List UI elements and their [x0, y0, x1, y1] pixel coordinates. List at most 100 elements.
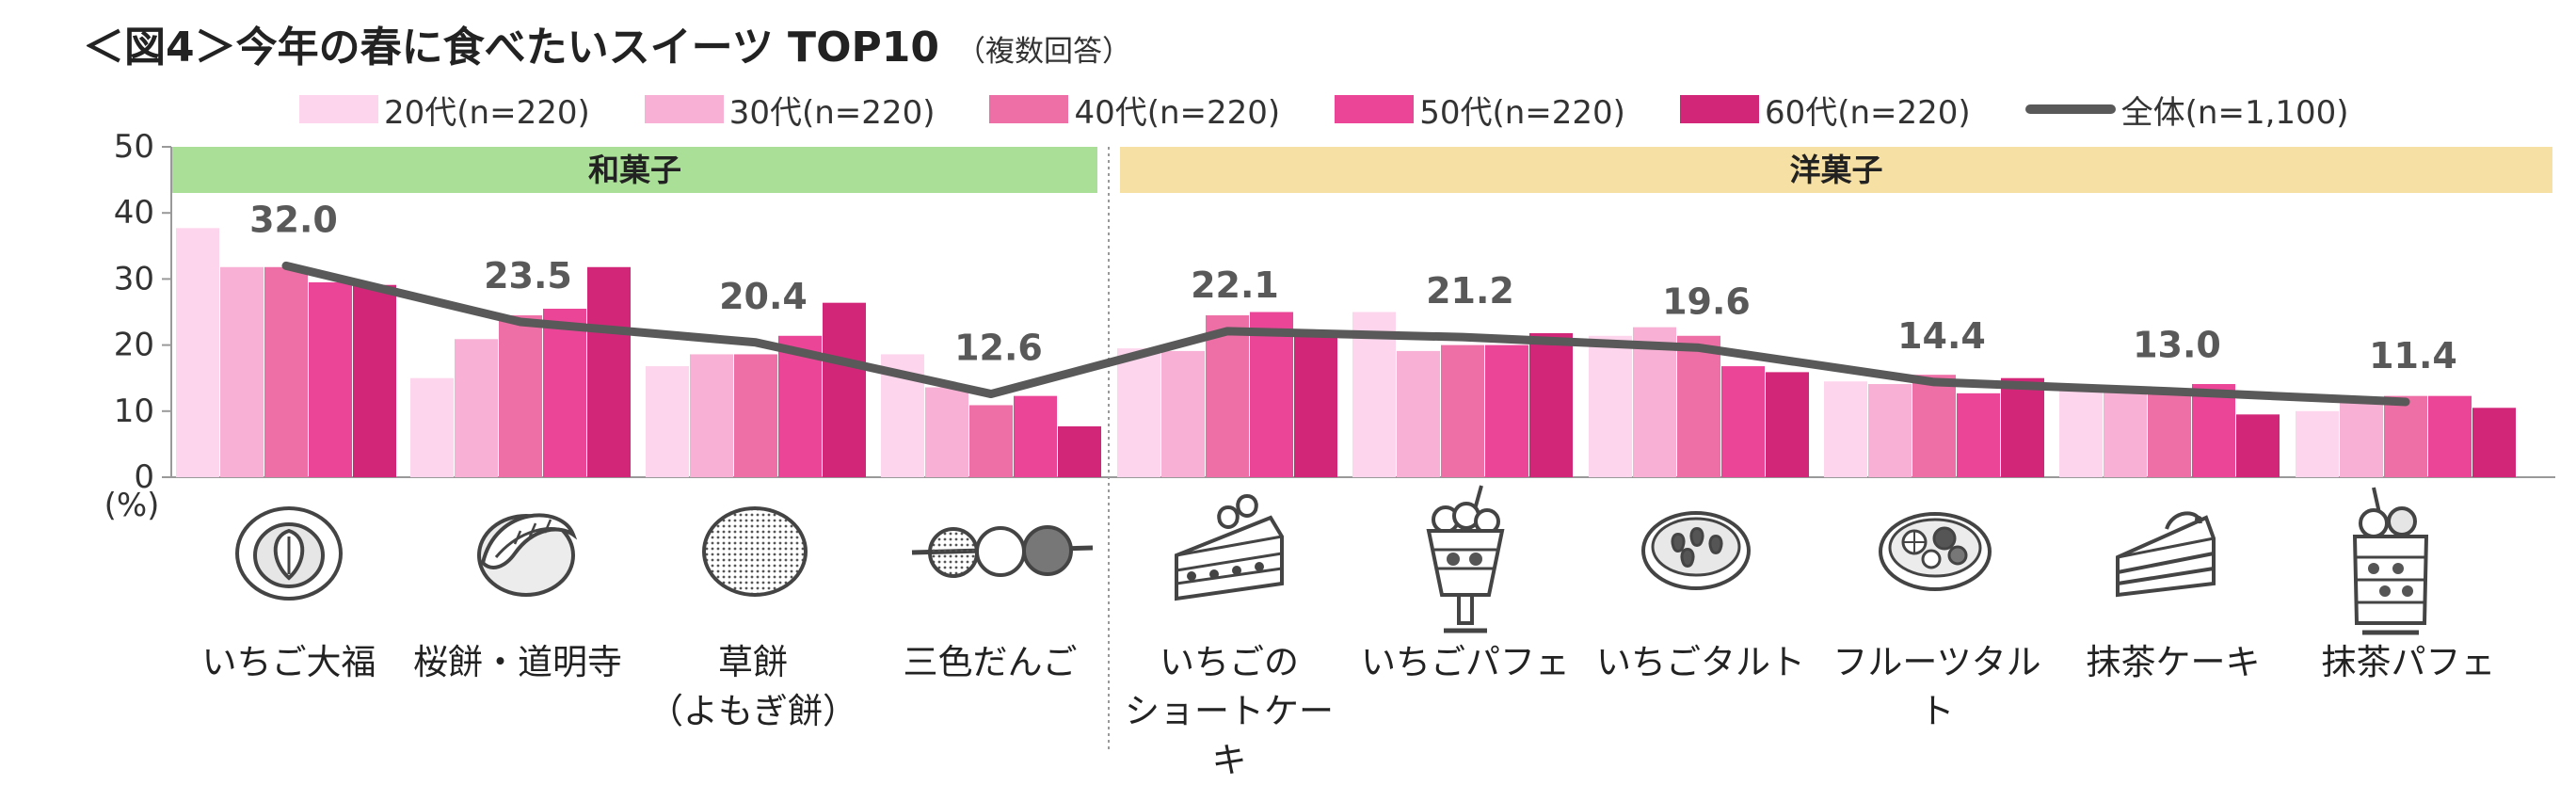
bar-60s-4 — [1294, 332, 1337, 477]
shortcake-icon — [1175, 494, 1284, 601]
bar-20s-1 — [410, 377, 454, 477]
legend-label-30s: 30代(n=220) — [728, 93, 936, 132]
bar-30s-0 — [220, 266, 264, 477]
bar-40s-7 — [1912, 375, 1956, 477]
bar-50s-7 — [1957, 392, 2000, 477]
chart-title-main: ＜図4＞今年の春に食べたいスイーツ TOP10 — [83, 24, 939, 72]
bar-40s-5 — [1441, 344, 1484, 477]
bar-40s-3 — [969, 405, 1013, 477]
data-label-9: 11.4 — [2369, 335, 2457, 376]
data-label-6: 19.6 — [1662, 280, 1751, 322]
group-band-yogashi — [1120, 147, 2552, 193]
bar-30s-7 — [1868, 384, 1912, 477]
bar-50s-6 — [1721, 366, 1765, 477]
data-label-0: 32.0 — [249, 199, 338, 240]
bar-30s-9 — [2340, 399, 2383, 477]
sakuramochi-icon — [477, 513, 578, 597]
bar-30s-5 — [1397, 350, 1440, 477]
y-axis-unit: (%) — [104, 487, 160, 524]
total-line-series — [281, 261, 2410, 407]
matcha-parfait-icon — [2352, 487, 2429, 635]
strawberry-tart-icon — [1641, 511, 1751, 590]
bar-20s-5 — [1352, 312, 1396, 477]
category-label-5: いちごパフェ — [1361, 642, 1570, 682]
legend-item-30s: 30代(n=220) — [644, 87, 936, 133]
bar-30s-4 — [1161, 350, 1205, 477]
y-tick-label: 50 — [114, 128, 154, 166]
legend-label-60s: 60代(n=220) — [1764, 93, 1971, 132]
category-group-bands: 和菓子 洋菓子 — [172, 147, 2552, 193]
bar-20s-6 — [1589, 335, 1632, 477]
data-labels: 32.0 23.5 20.4 12.6 22.1 21.2 19.6 14.4 13.0 11.4 — [249, 199, 2457, 376]
legend-label-50s: 50代(n=220) — [1419, 93, 1625, 132]
bar-40s-8 — [2148, 392, 2191, 477]
sanshoku-dango-icon — [911, 525, 1094, 578]
bar-30s-1 — [455, 339, 498, 477]
bar-60s-5 — [1529, 332, 1573, 477]
data-label-1: 23.5 — [484, 255, 572, 296]
legend-swatch-40s — [989, 95, 1069, 123]
category-label-2: 草餅 （よもぎ餅） — [648, 642, 857, 731]
bar-60s-0 — [353, 284, 396, 477]
legend-swatch-20s — [299, 95, 378, 123]
bar-20s-2 — [646, 366, 689, 477]
bar-50s-9 — [2428, 395, 2472, 477]
bar-60s-3 — [1058, 425, 1101, 477]
chart-legend: 20代(n=220) 30代(n=220) 40代(n=220) 50代(n=2… — [299, 87, 2404, 133]
legend-item-total: 全体(n=1,100) — [2024, 87, 2349, 133]
category-label-0: いちご大福 — [201, 642, 376, 682]
bar-20s-4 — [1117, 348, 1160, 477]
legend-label-total: 全体(n=1,100) — [2120, 93, 2349, 132]
data-label-5: 21.2 — [1426, 270, 1514, 312]
bar-60s-9 — [2472, 408, 2516, 477]
category-label-9: 抹茶パフェ — [2321, 642, 2496, 682]
data-label-3: 12.6 — [954, 328, 1043, 369]
bar-60s-2 — [823, 302, 866, 477]
group-label-yogashi: 洋菓子 — [1790, 152, 1883, 188]
legend-item-20s: 20代(n=220) — [299, 87, 590, 133]
bar-40s-0 — [264, 266, 308, 477]
legend-item-40s: 40代(n=220) — [989, 87, 1280, 133]
bar-40s-6 — [1677, 335, 1720, 477]
bar-20s-7 — [1824, 381, 1867, 477]
fruit-tart-icon — [1879, 512, 1992, 591]
bar-50s-3 — [1014, 395, 1057, 477]
legend-swatch-50s — [1335, 95, 1415, 123]
category-label-8: 抹茶ケーキ — [2086, 642, 2261, 682]
y-tick-label: 10 — [114, 392, 154, 430]
bar-20s-0 — [176, 228, 219, 477]
bar-40s-1 — [499, 315, 542, 477]
data-label-4: 22.1 — [1191, 264, 1279, 306]
data-label-7: 14.4 — [1897, 315, 1986, 357]
bar-60s-7 — [2001, 377, 2044, 477]
bar-30s-6 — [1633, 327, 1676, 477]
chart-title-note: （複数回答） — [955, 35, 1131, 69]
category-label-3: 三色だんご — [903, 642, 1078, 682]
matcha-cake-icon — [2116, 511, 2216, 598]
bar-40s-4 — [1206, 315, 1249, 477]
y-tick-label: 30 — [114, 260, 154, 297]
chart-title: ＜図4＞今年の春に食べたいスイーツ TOP10 （複数回答） — [83, 13, 1131, 73]
legend-swatch-total — [2024, 104, 2116, 114]
group-band-wagashi — [172, 147, 1097, 193]
category-label-6: いちごタルト — [1596, 642, 1805, 682]
bar-60s-1 — [587, 266, 631, 477]
bar-30s-8 — [2104, 387, 2147, 477]
legend-label-20s: 20代(n=220) — [384, 93, 590, 132]
bar-40s-9 — [2384, 395, 2427, 477]
bar-20s-8 — [2059, 390, 2103, 477]
bar-50s-5 — [1485, 344, 1528, 477]
legend-swatch-60s — [1679, 95, 1759, 123]
category-label-7: フルーツタルト — [1832, 642, 2041, 731]
bar-60s-8 — [2236, 414, 2280, 477]
group-label-wagashi: 和菓子 — [588, 152, 681, 188]
strawberry-parfait-icon — [1426, 485, 1505, 633]
bar-50s-1 — [543, 308, 586, 477]
ichigo-daifuku-icon — [235, 506, 343, 601]
legend-swatch-30s — [644, 95, 724, 123]
bar-30s-3 — [925, 387, 968, 477]
y-tick-label: 20 — [114, 327, 154, 364]
bar-50s-4 — [1250, 312, 1293, 477]
legend-label-40s: 40代(n=220) — [1074, 93, 1281, 132]
total-line — [281, 261, 2410, 407]
